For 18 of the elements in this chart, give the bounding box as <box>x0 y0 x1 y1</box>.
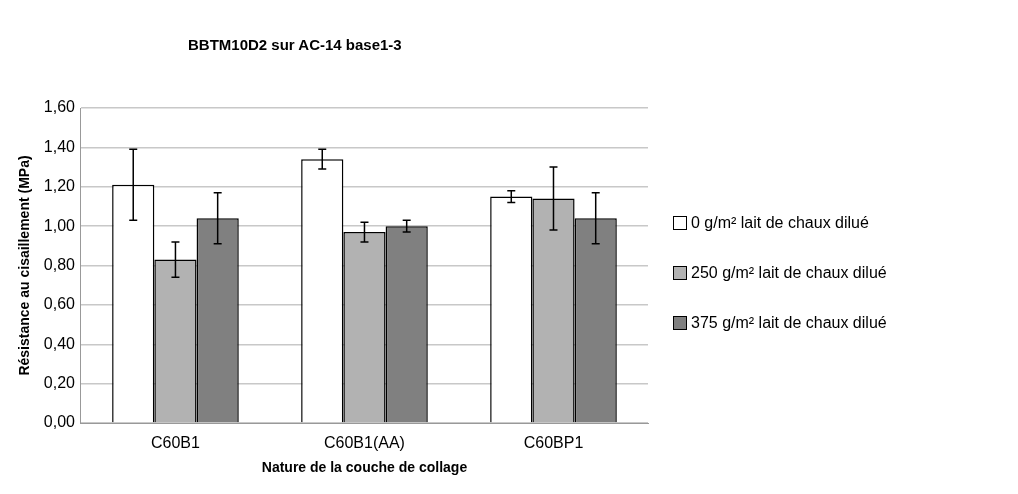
text: 0 g/m² lait de chaux dilué <box>691 213 869 233</box>
y-tick-label: 1,60 <box>43 98 76 116</box>
legend-label: 250 g/m² lait de chaux dilué <box>691 263 887 283</box>
x-axis-title: Nature de la couche de collage <box>261 459 468 476</box>
y-tick-label: 1,40 <box>43 137 76 155</box>
legend-label: 375 g/m² lait de chaux dilué <box>691 313 887 333</box>
y-tick-label: 1,00 <box>43 216 76 234</box>
y-axis-title: Résistance au cisaillement (MPa) <box>16 155 33 376</box>
x-tick-label: C60BP1 <box>523 434 584 452</box>
y-tick-label: 1,20 <box>43 177 76 195</box>
y-tick-label: 0,60 <box>43 295 76 313</box>
y-tick-label: 0,80 <box>43 255 76 273</box>
y-tick-label: 0,40 <box>43 334 76 352</box>
y-tick-label: 0,20 <box>43 374 76 392</box>
chart-title: BBTM10D2 sur AC-14 base1-3 <box>188 36 402 53</box>
y-tick-label: 0,00 <box>43 413 76 431</box>
x-tick-label: C60B1(AA) <box>324 434 405 452</box>
x-tick-label: C60B1 <box>150 434 201 452</box>
